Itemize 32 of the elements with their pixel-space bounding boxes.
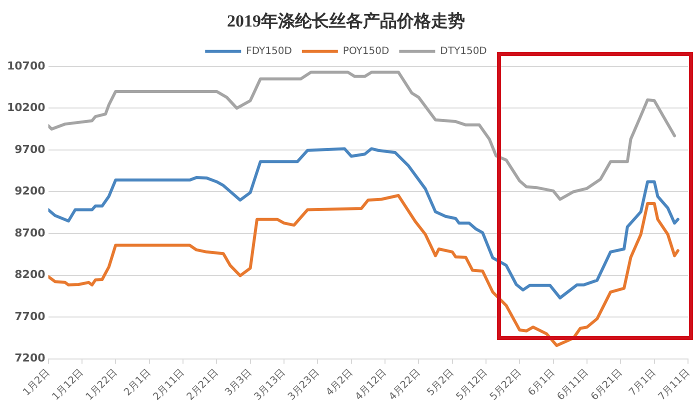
x-tick-label: 6月1日 [526, 367, 558, 398]
x-tick-label: 1月22日 [84, 367, 120, 403]
x-tick-label: 4月22日 [387, 367, 423, 403]
x-tick-label: 2月21日 [185, 367, 221, 403]
x-tick-label: 1月12日 [50, 367, 86, 403]
y-tick-label: 8200 [14, 268, 46, 282]
x-tick-label: 6月11日 [556, 367, 591, 403]
x-tick-label: 1月2日 [21, 367, 52, 398]
y-tick-label: 9200 [14, 184, 46, 198]
legend-label: FDY150D [246, 46, 292, 57]
y-tick-label: 7700 [14, 310, 46, 323]
x-tick-label: 5月2日 [425, 367, 456, 398]
x-tick-label: 6月21日 [589, 367, 625, 403]
legend-label: POY150D [342, 46, 390, 57]
legend-label: DTY150D [440, 46, 488, 57]
chart-title: 2019年涤纶长丝各产品价格走势 [227, 12, 465, 31]
y-tick-label: 7200 [14, 352, 46, 365]
y-tick-label: 9700 [14, 142, 46, 156]
x-tick-label: 3月23日 [286, 367, 322, 403]
y-tick-label: 10200 [6, 101, 46, 114]
x-tick-label: 3月13日 [252, 367, 288, 403]
x-tick-label: 7月11日 [656, 367, 692, 403]
x-tick-label: 2月1日 [122, 367, 154, 398]
x-tick-label: 5月22日 [488, 367, 524, 403]
y-tick-label: 8700 [14, 226, 46, 240]
x-tick-label: 7月1日 [627, 367, 658, 398]
x-tick-label: 4月12日 [354, 367, 389, 403]
x-tick-label: 2月11日 [151, 367, 187, 403]
x-tick-label: 5月12日 [454, 367, 490, 403]
x-tick-label: 4月2日 [324, 367, 356, 398]
x-tick-label: 3月3日 [223, 367, 254, 398]
y-tick-label: 10700 [6, 59, 46, 72]
